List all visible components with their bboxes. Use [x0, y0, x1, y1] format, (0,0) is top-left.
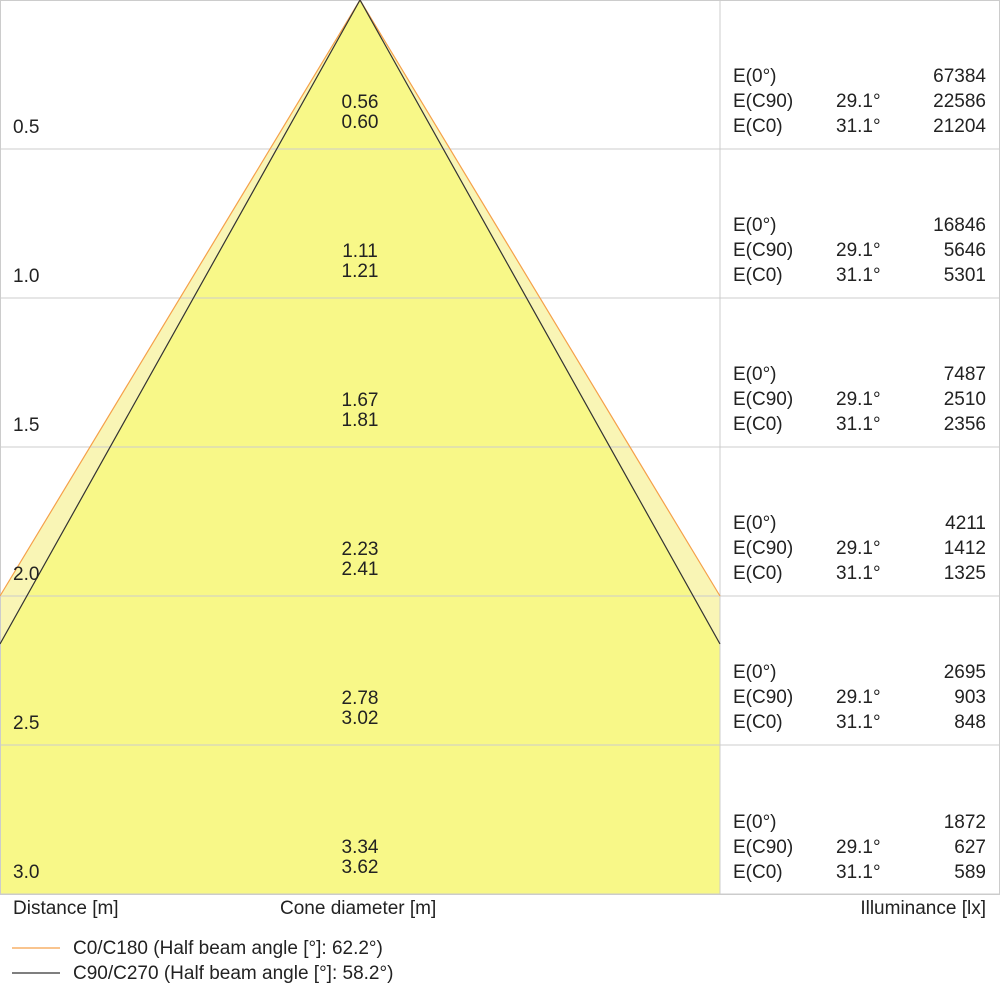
- cone-diameter-c90: 0.56: [341, 92, 379, 113]
- ec90-angle: 29.1°: [836, 240, 881, 261]
- c0-c180-edge: [0, 0, 721, 597]
- cone-diameter-c0: 3.02: [341, 708, 379, 729]
- cone-diameter-c90: 1.11: [342, 241, 378, 262]
- ec90-angle: 29.1°: [836, 389, 881, 410]
- ec0-value: 21204: [933, 116, 986, 137]
- distance-axis-label: Distance [m]: [13, 898, 119, 919]
- ec0-angle: 31.1°: [836, 116, 881, 137]
- ec0-angle: 31.1°: [836, 414, 881, 435]
- distance-label: 0.5: [13, 117, 40, 138]
- c90-c270-edge: [0, 0, 721, 645]
- cone-diameter-c0: 1.81: [341, 410, 379, 431]
- illuminance-axis-label: Illuminance [lx]: [860, 898, 986, 919]
- ec0-angle: 31.1°: [836, 712, 881, 733]
- e0-label: E(0°): [733, 66, 777, 87]
- ec0-value: 1325: [943, 563, 986, 584]
- ec90-value: 1412: [943, 538, 986, 559]
- e0-value: 7487: [943, 364, 986, 385]
- cone-diameter-axis-label: Cone diameter [m]: [280, 898, 437, 919]
- cone-diameter-c90: 3.34: [341, 837, 379, 858]
- ec0-angle: 31.1°: [836, 265, 881, 286]
- ec90-label: E(C90): [733, 240, 794, 261]
- ec90-angle: 29.1°: [836, 538, 881, 559]
- e0-value: 16846: [933, 215, 986, 236]
- e0-value: 2695: [943, 662, 986, 683]
- ec90-value: 5646: [943, 240, 986, 261]
- cone-diameter-c90: 2.78: [341, 688, 379, 709]
- ec0-label: E(C0): [733, 563, 783, 584]
- ec0-label: E(C0): [733, 712, 783, 733]
- e0-label: E(0°): [733, 215, 777, 236]
- distance-label: 1.5: [13, 415, 40, 436]
- distance-label: 3.0: [13, 862, 40, 883]
- ec90-value: 2510: [943, 389, 986, 410]
- cone-diameter-c0: 1.21: [341, 261, 379, 282]
- cone-diameter-c0: 0.60: [341, 112, 379, 133]
- ec90-label: E(C90): [733, 538, 794, 559]
- ec0-label: E(C0): [733, 116, 783, 137]
- ec0-angle: 31.1°: [836, 862, 881, 883]
- cone-diameter-c90: 1.67: [341, 390, 379, 411]
- ec0-angle: 31.1°: [836, 563, 881, 584]
- ec0-value: 848: [954, 712, 986, 733]
- ec90-label: E(C90): [733, 837, 794, 858]
- distance-label: 2.0: [13, 564, 40, 585]
- distance-label: 1.0: [13, 266, 40, 287]
- e0-value: 67384: [933, 66, 986, 87]
- e0-label: E(0°): [733, 812, 777, 833]
- ec90-value: 903: [954, 687, 986, 708]
- e0-value: 1872: [943, 812, 986, 833]
- ec0-value: 589: [954, 862, 986, 883]
- e0-value: 4211: [945, 513, 986, 534]
- grid: [0, 0, 1000, 895]
- ec90-value: 22586: [933, 91, 986, 112]
- ec0-label: E(C0): [733, 862, 783, 883]
- legend-c90-c270: C90/C270 (Half beam angle [°]: 58.2°): [73, 963, 394, 984]
- ec0-label: E(C0): [733, 414, 783, 435]
- cone-diameter-c0: 3.62: [341, 857, 379, 878]
- ec90-value: 627: [954, 837, 986, 858]
- ec90-angle: 29.1°: [836, 837, 881, 858]
- distance-label: 2.5: [13, 713, 40, 734]
- ec0-value: 2356: [943, 414, 986, 435]
- ec0-value: 5301: [943, 265, 986, 286]
- ec90-label: E(C90): [733, 389, 794, 410]
- ec90-angle: 29.1°: [836, 91, 881, 112]
- cone-diameter-c0: 2.41: [341, 559, 379, 580]
- ec90-angle: 29.1°: [836, 687, 881, 708]
- e0-label: E(0°): [733, 662, 777, 683]
- ec90-label: E(C90): [733, 91, 794, 112]
- ec0-label: E(C0): [733, 265, 783, 286]
- cone-diameter-c90: 2.23: [341, 539, 379, 560]
- ec90-label: E(C90): [733, 687, 794, 708]
- legend-c0-c180: C0/C180 (Half beam angle [°]: 62.2°): [73, 938, 383, 959]
- e0-label: E(0°): [733, 364, 777, 385]
- e0-label: E(0°): [733, 513, 777, 534]
